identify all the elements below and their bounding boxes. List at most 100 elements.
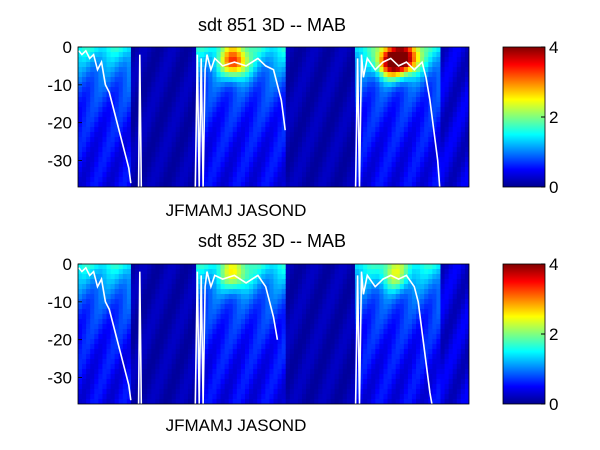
heatmap-cell [240, 394, 246, 400]
heatmap-cell [253, 62, 258, 68]
heatmap-cell [257, 284, 262, 290]
heatmap-cell [371, 152, 376, 158]
heatmap-cell [387, 117, 393, 123]
heatmap-cell [163, 97, 169, 103]
heatmap-cell [302, 117, 307, 123]
heatmap-cell [98, 399, 104, 404]
heatmap-cell [236, 324, 242, 330]
heatmap-cell [106, 269, 112, 275]
heatmap-cell [403, 394, 409, 400]
heatmap-cell [306, 269, 311, 275]
heatmap-cell [289, 279, 295, 285]
heatmap-cell [240, 369, 246, 375]
heatmap-cell [228, 47, 234, 53]
heatmap-cell [98, 162, 104, 168]
heatmap-cell [440, 152, 446, 158]
heatmap-cell [273, 399, 279, 404]
heatmap-cell [403, 264, 409, 270]
heatmap-cell [249, 72, 254, 78]
heatmap-cell [196, 264, 201, 270]
heatmap-cell [122, 127, 128, 133]
heatmap-cell [224, 329, 230, 335]
heatmap-cell [106, 354, 112, 360]
heatmap-cell [403, 369, 409, 375]
heatmap-cell [367, 294, 372, 300]
heatmap-cell [171, 284, 177, 290]
heatmap-cell [135, 177, 140, 183]
heatmap-cell [257, 107, 262, 113]
heatmap-cell [269, 72, 275, 78]
heatmap-cell [354, 137, 360, 143]
heatmap-cell [94, 389, 99, 395]
heatmap-cell [416, 97, 421, 103]
heatmap-cell [379, 52, 385, 58]
heatmap-cell [314, 92, 319, 98]
heatmap-cell [338, 299, 344, 305]
heatmap-cell [318, 289, 323, 295]
heatmap-cell [126, 299, 132, 305]
heatmap-cell [273, 147, 279, 153]
heatmap-cell [371, 137, 376, 143]
heatmap-cell [183, 289, 189, 295]
heatmap-cell [228, 299, 234, 305]
heatmap-cell [399, 384, 405, 390]
heatmap-cell [285, 379, 291, 385]
heatmap-cell [163, 72, 169, 78]
heatmap-cell [106, 72, 112, 78]
heatmap-cell [236, 269, 242, 275]
heatmap-cell [273, 319, 279, 325]
heatmap-cell [253, 384, 258, 390]
heatmap-cell [261, 299, 266, 305]
heatmap-cell [155, 47, 161, 53]
heatmap-cell [163, 137, 169, 143]
heatmap-cell [302, 349, 307, 355]
heatmap-cell [122, 334, 128, 340]
heatmap-cell [171, 369, 177, 375]
heatmap-cell [338, 137, 344, 143]
heatmap-cell [175, 132, 181, 138]
heatmap-cell [240, 157, 246, 163]
heatmap-cell [118, 102, 124, 108]
heatmap-cell [350, 294, 356, 300]
heatmap-cell [171, 157, 177, 163]
heatmap-cell [428, 162, 433, 168]
heatmap-cell [257, 369, 262, 375]
heatmap-cell [293, 52, 299, 58]
heatmap-cell [102, 102, 108, 108]
heatmap-cell [363, 339, 368, 345]
heatmap-cell [354, 349, 360, 355]
heatmap-cell [139, 264, 144, 270]
heatmap-cell [220, 117, 226, 123]
heatmap-cell [363, 354, 368, 360]
heatmap-cell [314, 314, 319, 320]
heatmap-cell [285, 369, 291, 375]
heatmap-cell [240, 294, 246, 300]
heatmap-cell [78, 142, 83, 148]
heatmap-cell [106, 47, 112, 53]
heatmap-cell [367, 52, 372, 58]
heatmap-cell [375, 87, 380, 93]
heatmap-cell [236, 97, 242, 103]
heatmap-cell [424, 62, 429, 68]
heatmap-cell [285, 92, 291, 98]
heatmap-cell [334, 137, 340, 143]
heatmap-cell [261, 294, 266, 300]
heatmap-cell [367, 107, 372, 113]
heatmap-cell [212, 102, 218, 108]
heatmap-cell [179, 152, 185, 158]
heatmap-cell [175, 399, 181, 404]
heatmap-cell [306, 339, 311, 345]
heatmap-cell [187, 62, 193, 68]
heatmap-cell [371, 329, 376, 335]
heatmap-cell [212, 359, 218, 365]
heatmap-cell [314, 67, 319, 73]
heatmap-cell [350, 334, 356, 340]
heatmap-cell [342, 364, 348, 370]
heatmap-cell [244, 319, 250, 325]
heatmap-cell [179, 127, 185, 133]
heatmap-cell [293, 57, 299, 63]
heatmap-cell [310, 62, 315, 68]
heatmap-cell [403, 97, 409, 103]
heatmap-cell [261, 319, 266, 325]
heatmap-cell [416, 77, 421, 83]
